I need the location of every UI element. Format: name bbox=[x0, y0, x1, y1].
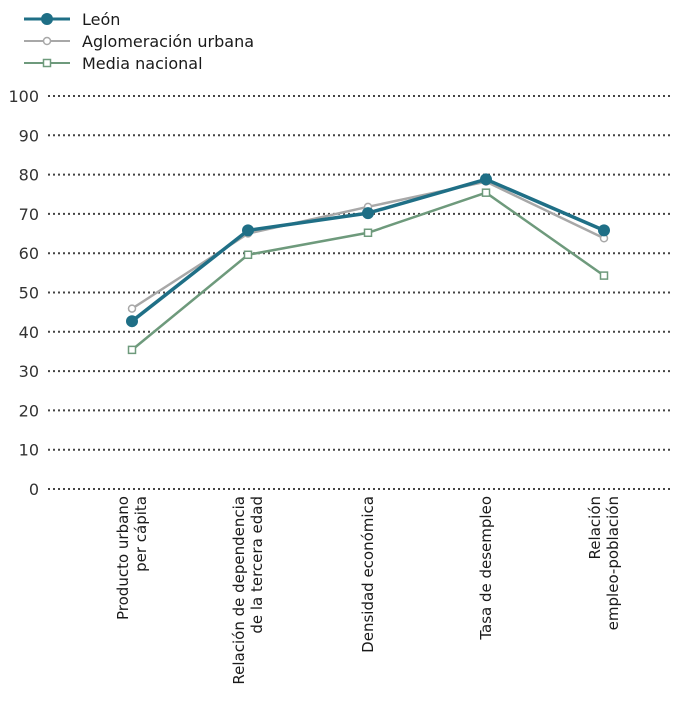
data-point bbox=[127, 345, 137, 355]
data-point bbox=[362, 207, 374, 220]
legend: León Aglomeración urbana Media nacional bbox=[24, 10, 254, 73]
y-tick-label-90: 90 bbox=[19, 126, 39, 145]
legend-swatch-marker bbox=[42, 58, 52, 68]
y-tick-label-80: 80 bbox=[19, 166, 39, 185]
x-tick-label: Producto urbano bbox=[114, 496, 132, 620]
x-tick-label: Densidad económica bbox=[359, 496, 377, 653]
y-tick-label-20: 20 bbox=[19, 401, 39, 420]
legend-item-leon: León bbox=[24, 10, 120, 29]
data-point bbox=[363, 228, 373, 238]
x-axis-labels: Producto urbano per cápita Relación de dep… bbox=[114, 496, 622, 685]
data-point bbox=[598, 224, 610, 237]
data-point bbox=[480, 173, 492, 186]
legend-label: León bbox=[82, 10, 120, 29]
data-point bbox=[599, 271, 609, 280]
legend-label: Aglomeración urbana bbox=[82, 32, 254, 51]
gridlines bbox=[48, 95, 672, 490]
x-tick-label: Relación de dependencia bbox=[230, 496, 248, 685]
y-tick-label-40: 40 bbox=[19, 323, 39, 342]
data-point bbox=[243, 250, 253, 260]
legend-swatch-marker bbox=[41, 13, 53, 25]
data-point bbox=[242, 224, 254, 237]
y-tick-label-0: 0 bbox=[29, 480, 39, 499]
data-point bbox=[127, 304, 137, 313]
x-tick-label: Tasa de desempleo bbox=[477, 496, 495, 641]
y-tick-label-100: 100 bbox=[8, 87, 39, 106]
y-tick-label-70: 70 bbox=[19, 205, 39, 224]
y-tick-label-60: 60 bbox=[19, 244, 39, 263]
y-axis-ticks: 0 10 20 30 40 50 60 70 80 90 100 bbox=[8, 87, 39, 499]
legend-label: Media nacional bbox=[82, 54, 203, 73]
y-tick-label-50: 50 bbox=[19, 284, 39, 303]
legend-item-media-nacional: Media nacional bbox=[24, 54, 203, 73]
series-media-nacional bbox=[127, 188, 609, 355]
x-tick-label: Relación bbox=[586, 496, 604, 559]
x-tick-label: empleo-población bbox=[604, 496, 622, 630]
data-point bbox=[126, 315, 138, 328]
x-tick-label: per cápita bbox=[132, 496, 150, 572]
series-line bbox=[130, 177, 605, 323]
y-tick-label-10: 10 bbox=[19, 441, 39, 460]
x-tick-label: de la tercera edad bbox=[248, 496, 266, 634]
legend-swatch-marker bbox=[42, 36, 52, 46]
series-leon bbox=[126, 173, 610, 328]
y-tick-label-30: 30 bbox=[19, 362, 39, 381]
series-lines bbox=[126, 173, 610, 355]
data-point bbox=[481, 188, 491, 197]
legend-item-aglomeracion-urbana: Aglomeración urbana bbox=[24, 32, 254, 51]
